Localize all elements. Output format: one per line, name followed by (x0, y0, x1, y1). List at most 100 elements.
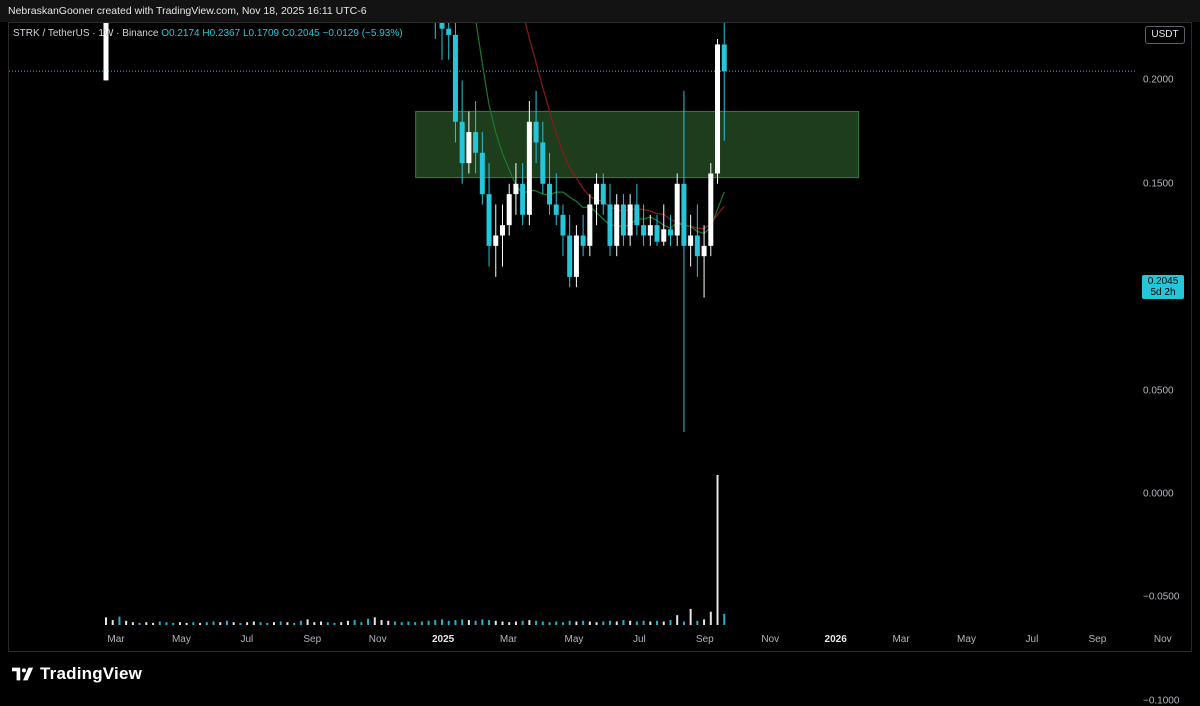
chart-legend: STRK / TetherUS · 1W · Binance O0.2174 H… (13, 28, 403, 39)
candle-body (560, 214, 566, 236)
candle-body (715, 44, 721, 174)
volume-bar (447, 620, 450, 625)
time-tick-label: Nov (368, 634, 387, 645)
volume-bar (111, 620, 114, 625)
candle-body (694, 235, 700, 257)
volume-bar (293, 622, 296, 625)
volume-bar (172, 622, 175, 625)
volume-bar (488, 620, 491, 625)
volume-bar (273, 622, 275, 625)
time-tick-label: Nov (761, 634, 780, 645)
volume-bar (313, 622, 316, 625)
time-tick-label: Sep (695, 634, 714, 645)
candle-body (708, 173, 714, 246)
legend-high: H0.2367 (202, 28, 241, 39)
time-tick-label: May (171, 634, 191, 645)
volume-bar (481, 619, 484, 625)
volume-bar (326, 622, 329, 625)
time-tick-label: Mar (107, 634, 125, 645)
volume-bar (145, 622, 148, 625)
tradingview-logo-icon (12, 667, 34, 681)
volume-bar (299, 620, 302, 625)
candle-body (607, 204, 613, 246)
volume-bar (615, 621, 618, 625)
volume-bar (152, 622, 155, 625)
volume-bar (454, 620, 457, 625)
volume-bar (669, 620, 672, 625)
time-tick-label: Nov (1153, 634, 1172, 645)
legend-low: L0.1709 (242, 28, 280, 39)
volume-bar (649, 621, 652, 625)
candle-body (493, 235, 499, 246)
volume-bar (286, 622, 289, 625)
volume-bar (266, 622, 269, 625)
time-tick-label: 2026 (824, 634, 847, 645)
volume-bar (373, 617, 376, 625)
volume-bar (353, 620, 356, 625)
candle-body (594, 183, 600, 205)
volume-bar (696, 620, 699, 625)
candle-body (587, 204, 593, 246)
time-tick-label: Sep (303, 634, 322, 645)
candle-body (647, 225, 653, 236)
candle-body (533, 121, 539, 143)
candle-body (627, 204, 633, 236)
candle-body (459, 121, 465, 164)
volume-bar (501, 621, 504, 625)
candle-body (681, 183, 687, 246)
volume-bar (541, 621, 544, 625)
volume-bar (414, 622, 417, 625)
candle-body (634, 204, 640, 226)
volume-bar (635, 621, 638, 625)
volume-bar (225, 620, 228, 625)
volume-bar (279, 621, 282, 625)
plot-area[interactable] (9, 0, 1137, 625)
volume-bar (629, 620, 632, 625)
candle-body (620, 204, 626, 236)
candle-body (506, 194, 512, 226)
volume-bar (575, 621, 578, 625)
candle-body (567, 235, 573, 277)
volume-bar (656, 620, 659, 625)
price-tick-label: 0.0500 (1143, 385, 1174, 397)
volume-bar (252, 621, 255, 625)
volume-bar (548, 622, 551, 625)
price-tick-label: −0.0500 (1143, 591, 1180, 603)
volume-bar (125, 620, 128, 625)
candle-body (667, 229, 673, 236)
volume-bar (723, 613, 726, 625)
price-tick-label: 0.2000 (1143, 74, 1174, 86)
legend-symbol: STRK / TetherUS · 1W · Binance (13, 28, 159, 39)
time-tick-label: Sep (1088, 634, 1107, 645)
candle-body (499, 225, 505, 236)
candle-body (520, 183, 526, 215)
volume-bar (521, 620, 524, 625)
volume-bar (434, 620, 437, 625)
volume-bar (393, 621, 396, 625)
price-tick-label: −0.1000 (1143, 695, 1180, 706)
time-tick-label: 2025 (431, 634, 455, 645)
candle-body (466, 132, 472, 164)
volume-bar (192, 622, 195, 625)
volume-bar (407, 621, 410, 625)
volume-bar (219, 622, 222, 625)
currency-button[interactable]: USDT (1145, 26, 1185, 44)
volume-bar (199, 622, 202, 625)
volume-bar (568, 620, 571, 625)
volume-bar (185, 622, 188, 625)
volume-bar (427, 620, 430, 625)
footer-logo[interactable]: TradingView (12, 664, 142, 684)
candle-body (688, 235, 694, 246)
volume-bar (494, 620, 497, 625)
time-tick-label: Jul (1025, 634, 1039, 645)
candle-body (486, 194, 492, 246)
price-scale[interactable] (1138, 22, 1191, 652)
volume-bar (676, 615, 679, 625)
volume-bar (508, 622, 511, 625)
volume-bar (514, 621, 517, 625)
candle-body (446, 28, 452, 35)
volume-bar (535, 620, 538, 625)
volume-bar (595, 622, 598, 625)
volume-bar (703, 619, 706, 625)
